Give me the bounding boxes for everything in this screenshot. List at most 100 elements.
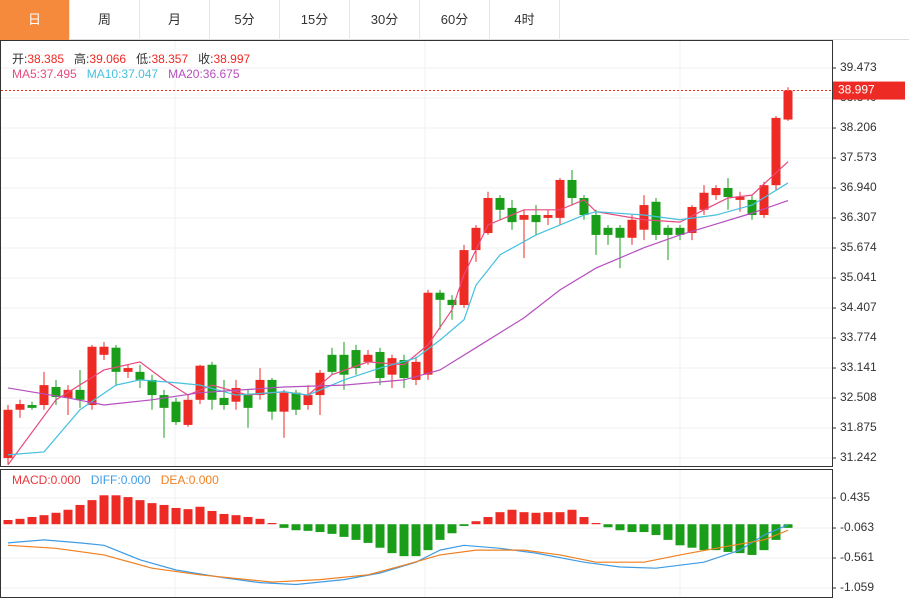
- macd-bar: [771, 524, 781, 540]
- macd-bar: [207, 510, 217, 525]
- macd-bar: [327, 524, 337, 534]
- macd-bar: [123, 497, 133, 525]
- candle-body: [711, 188, 721, 196]
- macd-bar: [687, 524, 697, 548]
- ohlc-value: 38.385: [27, 52, 65, 66]
- macd-bar: [15, 518, 25, 525]
- macd-bar: [87, 500, 97, 525]
- ma-legend: MA5:37.495 MA10:37.047 MA20:36.675: [12, 67, 250, 81]
- macd-bar: [459, 524, 469, 527]
- y-tick-label: -0.561: [840, 550, 874, 564]
- candle-body: [363, 354, 373, 362]
- candle-body: [423, 292, 433, 375]
- macd-bar: [591, 523, 601, 525]
- indicator-name: DIFF:: [90, 473, 121, 487]
- period-tab[interactable]: 周: [70, 0, 140, 40]
- macd-bar: [615, 524, 625, 531]
- candle-body: [111, 347, 121, 372]
- period-tab[interactable]: 30分: [350, 0, 420, 40]
- candle-body: [87, 346, 97, 406]
- candle-body: [195, 365, 205, 400]
- candle-body: [567, 179, 577, 198]
- period-tab[interactable]: 日: [0, 0, 70, 40]
- indicator-value: 0.000: [120, 473, 151, 487]
- candle-body: [207, 364, 217, 400]
- y-tick-label: 0.435: [840, 490, 870, 504]
- macd-bar: [171, 507, 181, 525]
- candle-body: [675, 227, 685, 235]
- candle-body: [687, 206, 697, 234]
- plot-frame: [0, 469, 833, 598]
- period-tab[interactable]: 5分: [210, 0, 280, 40]
- macd-bar: [651, 524, 661, 536]
- macd-bar: [555, 512, 565, 525]
- macd-bar: [495, 512, 505, 525]
- macd-bar: [639, 524, 649, 533]
- macd-bar: [735, 524, 745, 554]
- candle-body: [159, 395, 169, 408]
- period-tab[interactable]: 月: [140, 0, 210, 40]
- macd-bar: [351, 524, 361, 540]
- ma-line: [7, 182, 789, 456]
- ohlc-value: 39.066: [89, 52, 127, 66]
- macd-bar: [711, 524, 721, 551]
- candle-body: [291, 392, 301, 410]
- macd-bar: [759, 524, 769, 551]
- y-tick-label: 31.875: [840, 420, 877, 434]
- ma-name: MA5:: [12, 67, 41, 81]
- macd-legend: MACD:0.000 DIFF:0.000 DEA:0.000: [12, 473, 229, 487]
- y-tick-label: 35.674: [840, 240, 877, 254]
- candle-body: [51, 387, 61, 397]
- candle-body: [579, 197, 589, 216]
- period-tab[interactable]: 15分: [280, 0, 350, 40]
- macd-bar: [51, 512, 61, 525]
- period-tab[interactable]: 4时: [490, 0, 560, 40]
- candle-body: [315, 372, 325, 396]
- macd-bar: [363, 524, 373, 543]
- macd-bar: [219, 513, 229, 525]
- candle-body: [351, 350, 361, 369]
- candle-body: [171, 401, 181, 423]
- y-tick-label: -1.059: [840, 580, 874, 594]
- y-tick-label: 36.307: [840, 210, 877, 224]
- candle-body: [651, 201, 661, 235]
- candle-body: [723, 188, 733, 198]
- price-tag: [833, 81, 905, 100]
- macd-bar: [603, 524, 613, 528]
- period-tab[interactable]: 60分: [420, 0, 490, 40]
- macd-bar: [399, 524, 409, 557]
- indicator-value: 0.000: [188, 473, 219, 487]
- candle-body: [123, 368, 133, 372]
- candle-body: [747, 199, 757, 216]
- candle-body: [279, 392, 289, 412]
- candle-body: [387, 358, 397, 375]
- macd-bar: [543, 512, 553, 525]
- indicator-value: 0.000: [50, 473, 81, 487]
- candle-body: [63, 389, 73, 398]
- macd-bar: [723, 524, 733, 552]
- macd-bar: [267, 523, 277, 525]
- ohlc-name: 低:: [136, 52, 152, 66]
- macd-bar: [567, 509, 577, 525]
- candle-body: [147, 379, 157, 396]
- candle-body: [759, 185, 769, 216]
- macd-bar: [663, 524, 673, 540]
- macd-bar: [411, 524, 421, 557]
- ma-value: 37.495: [40, 67, 77, 81]
- y-tick-label: -0.063: [840, 520, 874, 534]
- macd-bar: [675, 524, 685, 546]
- macd-bar: [519, 512, 529, 525]
- candle-body: [495, 197, 505, 210]
- candle-body: [555, 179, 565, 218]
- macd-bar: [111, 495, 121, 525]
- candle-body: [339, 354, 349, 375]
- candle-body: [411, 361, 421, 380]
- y-tick-label: 32.508: [840, 390, 877, 404]
- y-tick-label: 34.407: [840, 300, 877, 314]
- ma-name: MA10:: [86, 67, 122, 81]
- ma-line: [7, 200, 789, 406]
- macd-bar: [255, 518, 265, 525]
- candle-body: [267, 379, 277, 412]
